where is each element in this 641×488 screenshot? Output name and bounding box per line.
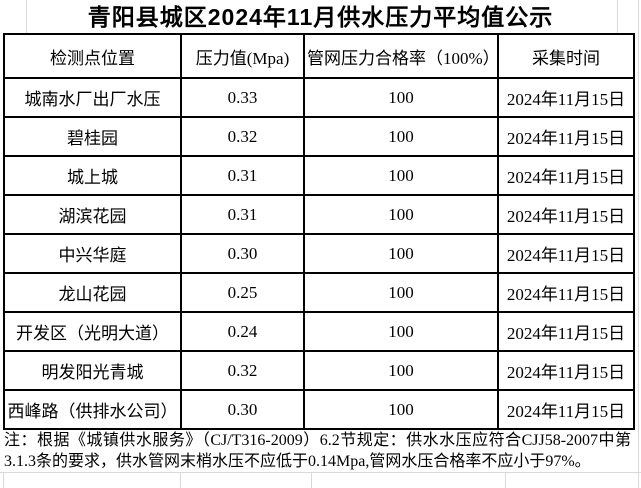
table-row: 龙山花园 0.25 100 2024年11月15日 (3, 272, 635, 313)
gridline (180, 472, 181, 488)
cell-pass-rate: 100 (303, 233, 499, 274)
cell-pressure: 0.31 (180, 155, 305, 196)
cell-pressure: 0.30 (180, 233, 305, 274)
cell-location: 开发区（光明大道） (3, 311, 182, 352)
page-title: 青阳县城区2024年11月供水压力平均值公示 (87, 4, 554, 30)
cell-time: 2024年11月15日 (497, 233, 635, 274)
header-pressure: 压力值(Mpa) (180, 33, 305, 79)
cell-location: 中兴华庭 (3, 233, 182, 274)
gridline (617, 0, 618, 33)
pressure-table: 检测点位置 压力值(Mpa) 管网压力合格率（100%） 采集时间 城南水厂出厂… (3, 33, 635, 430)
footnote: 注：根据《城镇供水服务》（CJ/T316-2009）6.2节规定：供水水压应符合… (4, 432, 631, 470)
cell-pass-rate: 100 (303, 350, 499, 391)
cell-time: 2024年11月15日 (497, 350, 635, 391)
cell-pass-rate: 100 (303, 389, 499, 430)
cell-pressure: 0.30 (180, 389, 305, 430)
table-row: 西峰路（供排水公司） 0.30 100 2024年11月15日 (3, 389, 635, 430)
cell-location: 西峰路（供排水公司） (3, 389, 182, 430)
gridline (505, 472, 506, 488)
table-row: 中兴华庭 0.30 100 2024年11月15日 (3, 233, 635, 274)
cell-pressure: 0.32 (180, 350, 305, 391)
cell-pass-rate: 100 (303, 194, 499, 235)
cell-time: 2024年11月15日 (497, 194, 635, 235)
header-collect-time: 采集时间 (497, 33, 635, 79)
cell-pass-rate: 100 (303, 116, 499, 157)
cell-pressure: 0.24 (180, 311, 305, 352)
table-row: 城上城 0.31 100 2024年11月15日 (3, 155, 635, 196)
gridline (3, 472, 4, 488)
cell-location: 龙山花园 (3, 272, 182, 313)
cell-time: 2024年11月15日 (497, 311, 635, 352)
cell-pass-rate: 100 (303, 77, 499, 118)
cell-time: 2024年11月15日 (497, 272, 635, 313)
cell-pressure: 0.31 (180, 194, 305, 235)
table-row: 碧桂园 0.32 100 2024年11月15日 (3, 116, 635, 157)
cell-time: 2024年11月15日 (497, 389, 635, 430)
table-row: 开发区（光明大道） 0.24 100 2024年11月15日 (3, 311, 635, 352)
cell-pressure: 0.25 (180, 272, 305, 313)
cell-time: 2024年11月15日 (497, 77, 635, 118)
cell-location: 城上城 (3, 155, 182, 196)
cell-pass-rate: 100 (303, 311, 499, 352)
cell-time: 2024年11月15日 (497, 155, 635, 196)
cell-pass-rate: 100 (303, 272, 499, 313)
cell-location: 城南水厂出厂水压 (3, 77, 182, 118)
cell-location: 碧桂园 (3, 116, 182, 157)
table-row: 城南水厂出厂水压 0.33 100 2024年11月15日 (3, 77, 635, 118)
header-pass-rate: 管网压力合格率（100%） (303, 33, 499, 79)
gridline (638, 0, 639, 488)
gridline (26, 0, 27, 33)
cell-time: 2024年11月15日 (497, 116, 635, 157)
gridline (0, 472, 641, 473)
table-row: 明发阳光青城 0.32 100 2024年11月15日 (3, 350, 635, 391)
cell-pressure: 0.33 (180, 77, 305, 118)
cell-pressure: 0.32 (180, 116, 305, 157)
cell-location: 湖滨花园 (3, 194, 182, 235)
table-row: 湖滨花园 0.31 100 2024年11月15日 (3, 194, 635, 235)
table-header-row: 检测点位置 压力值(Mpa) 管网压力合格率（100%） 采集时间 (3, 33, 635, 79)
cell-location: 明发阳光青城 (3, 350, 182, 391)
gridline (311, 472, 312, 488)
cell-pass-rate: 100 (303, 155, 499, 196)
header-location: 检测点位置 (3, 33, 182, 79)
